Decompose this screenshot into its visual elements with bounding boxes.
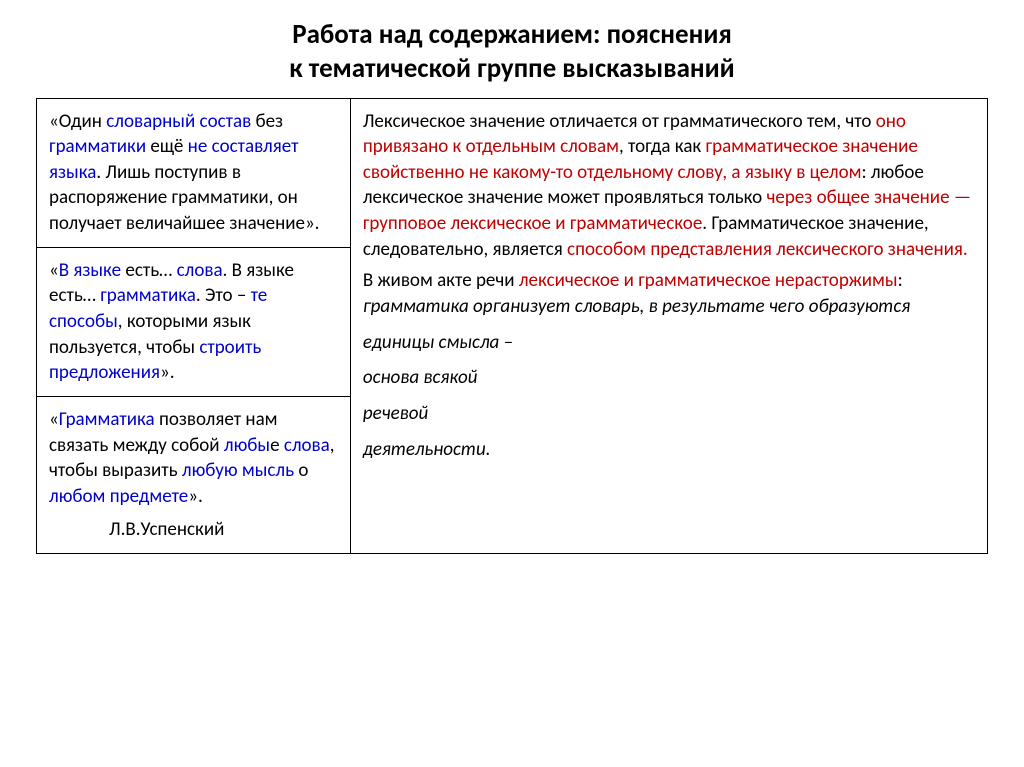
text: ». — [188, 485, 203, 508]
italic-line: единицы смысла – — [363, 330, 975, 356]
highlight: Грамматика — [59, 408, 155, 431]
text: В живом акте речи — [363, 269, 519, 292]
text: без — [251, 110, 283, 133]
explanation-p1: Лексическое значение отличается от грамм… — [363, 109, 975, 263]
quote-cell-2: «В языке есть… слова. В языке есть… грам… — [37, 247, 351, 396]
text: ». — [160, 361, 175, 384]
title-line-1: Работа над содержанием: пояснения — [36, 18, 988, 52]
content-table: «Один словарный состав без грамматики ещ… — [36, 98, 988, 555]
emphasis: способом представления лексического знач… — [567, 238, 968, 261]
italic-line: речевой — [363, 401, 975, 427]
highlight: В языке — [59, 259, 121, 282]
text: «Один — [49, 110, 106, 133]
highlight: любую мысль — [182, 459, 294, 482]
title-line-2: к тематической группе высказываний — [36, 52, 988, 86]
text: ещё — [146, 135, 188, 158]
emphasis: лексическое и грамматическое нерасторжим… — [519, 269, 898, 292]
author-name: Л.В.Успенский — [49, 517, 338, 543]
explanation-cell: Лексическое значение отличается от грамм… — [350, 98, 987, 554]
highlight: предмете — [110, 485, 189, 508]
explanation-p2: В живом акте речи лексическое и граммати… — [363, 268, 975, 319]
italic-line: деятельности. — [363, 437, 975, 463]
page-title: Работа над содержанием: пояснения к тема… — [36, 18, 988, 86]
text: о — [294, 459, 308, 482]
highlight: грамматика — [100, 284, 196, 307]
italic-text: грамматика организует словарь, в результ… — [363, 295, 910, 318]
highlight: любом — [49, 485, 105, 508]
text: есть… — [121, 259, 176, 282]
highlight: слова — [177, 259, 223, 282]
quote-cell-1: «Один словарный состав без грамматики ещ… — [37, 98, 351, 247]
text: : — [898, 269, 903, 292]
text: е — [270, 434, 284, 457]
text: « — [49, 259, 59, 282]
text: , тогда как — [619, 135, 706, 158]
text: Лексическое значение отличается от грамм… — [363, 110, 876, 133]
text: . Это – — [196, 284, 251, 307]
italic-line: основа всякой — [363, 365, 975, 391]
quote-cell-3: «Грамматика позволяет нам связать между … — [37, 396, 351, 553]
highlight: любы — [224, 434, 270, 457]
highlight: грамматики — [49, 135, 146, 158]
highlight: словарный состав — [106, 110, 251, 133]
text: « — [49, 408, 59, 431]
highlight: слова — [284, 434, 330, 457]
